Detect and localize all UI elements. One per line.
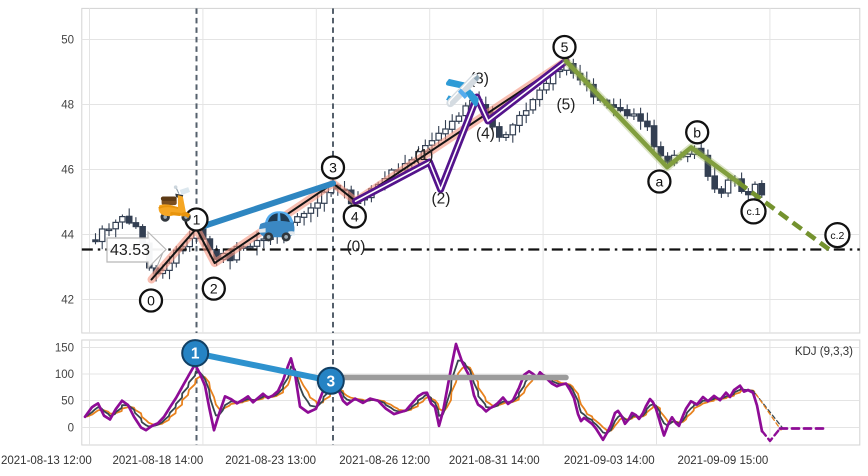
svg-text:c.1: c.1 (746, 206, 760, 218)
svg-text:3: 3 (326, 373, 335, 390)
svg-text:(2): (2) (432, 191, 451, 208)
svg-text:1: 1 (191, 346, 200, 363)
svg-text:50: 50 (61, 35, 74, 47)
svg-text:2: 2 (210, 281, 218, 297)
svg-text:46: 46 (61, 165, 74, 177)
svg-text:50: 50 (61, 396, 74, 408)
svg-text:b: b (693, 124, 701, 140)
svg-text:5: 5 (561, 39, 569, 55)
svg-text:2021-09-03 14:00: 2021-09-03 14:00 (564, 455, 655, 467)
svg-text:0: 0 (147, 293, 155, 309)
svg-text:3: 3 (329, 160, 337, 176)
svg-text:150: 150 (55, 343, 74, 355)
svg-text:48: 48 (61, 100, 74, 112)
svg-text:c.2: c.2 (830, 230, 844, 242)
svg-text:(5): (5) (557, 97, 576, 114)
svg-text:0: 0 (68, 423, 74, 435)
svg-text:42: 42 (61, 295, 74, 307)
svg-text:(0): (0) (347, 239, 366, 256)
svg-text:KDJ (9,3,3): KDJ (9,3,3) (795, 346, 853, 358)
svg-text:2021-08-23 13:00: 2021-08-23 13:00 (225, 455, 316, 467)
svg-text:2021-08-18 14:00: 2021-08-18 14:00 (112, 455, 203, 467)
svg-text:43.53: 43.53 (110, 242, 150, 259)
svg-text:2021-08-31 14:00: 2021-08-31 14:00 (449, 455, 540, 467)
svg-text:44: 44 (61, 230, 74, 242)
svg-text:2021-08-13 12:00: 2021-08-13 12:00 (1, 455, 92, 467)
svg-text:4: 4 (351, 209, 359, 225)
svg-text:(1): (1) (415, 147, 434, 164)
svg-text:2021-08-26 12:00: 2021-08-26 12:00 (339, 455, 430, 467)
svg-text:1: 1 (193, 212, 201, 228)
svg-text:100: 100 (55, 369, 74, 381)
svg-text:a: a (656, 174, 664, 190)
svg-text:2021-09-09 15:00: 2021-09-09 15:00 (677, 455, 768, 467)
svg-text:(4): (4) (476, 126, 495, 143)
